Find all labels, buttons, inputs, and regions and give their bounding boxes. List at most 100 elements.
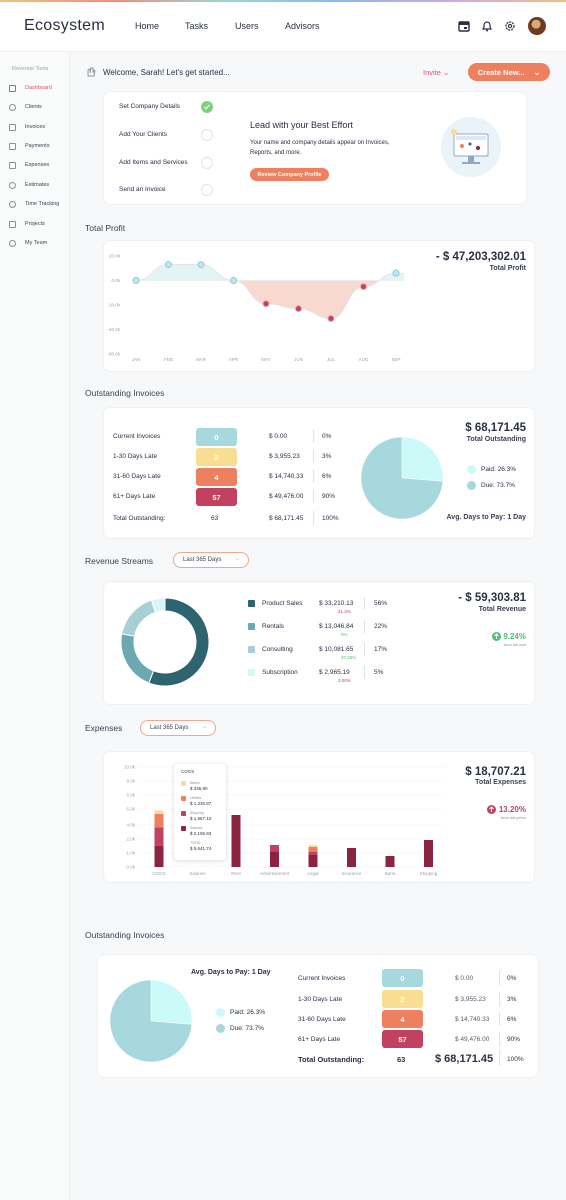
donut-slice-consulting[interactable]	[121, 599, 157, 637]
tooltip-row-label: TOTAL	[190, 841, 201, 845]
tooltip-row-value: $ 1,330.87	[190, 801, 212, 806]
sidebar-item-clients[interactable]: Clients	[9, 101, 42, 113]
monitor-illustration-icon	[441, 117, 501, 177]
review-company-profile-button[interactable]: Review Company Profile	[250, 168, 329, 181]
calendar-icon[interactable]	[457, 19, 471, 33]
bar-segment-utilities[interactable]	[308, 847, 318, 852]
bar-segment-salaries[interactable]	[385, 856, 395, 867]
profit-point[interactable]	[295, 305, 302, 313]
x-tick-label: JAN	[132, 357, 141, 362]
due-legend-swatch	[216, 1024, 225, 1033]
divider	[499, 1050, 500, 1066]
expenses-period-select[interactable]: Last 365 Days ⌄	[140, 720, 216, 736]
profit-point[interactable]	[165, 261, 172, 269]
x-tick-label: Advertisement	[260, 871, 290, 876]
profit-point[interactable]	[360, 283, 367, 291]
outstanding-invoices-title: Outstanding Invoices	[85, 388, 165, 398]
sidebar-item-payments[interactable]: Payments	[9, 140, 49, 152]
donut-slice-subscription[interactable]	[150, 597, 166, 614]
row-amount: $ 3,955.23	[269, 453, 300, 460]
estimates-icon	[9, 181, 16, 189]
chevron-down-icon: ⌄	[533, 67, 541, 77]
clock-icon	[9, 200, 16, 208]
nav-tasks[interactable]: Tasks	[185, 21, 209, 31]
y-tick-label: 0.0k	[111, 278, 120, 283]
bar-segment-salaries[interactable]	[424, 840, 433, 867]
tooltip-swatch	[181, 781, 186, 786]
expenses-title: Expenses	[85, 723, 123, 733]
onboarding-heading: Lead with your Best Effort	[250, 120, 353, 130]
series-pct: 5%	[374, 669, 384, 676]
revenue-streams-title: Revenue Streams	[85, 556, 154, 566]
profit-point[interactable]	[197, 261, 205, 269]
series-name: Subscription	[262, 669, 298, 676]
bar-segment-utilities[interactable]	[154, 813, 164, 828]
create-new-label: Create New...	[477, 67, 525, 77]
step-label[interactable]: Add Your Clients	[119, 131, 168, 138]
bar-segment-salaries[interactable]	[308, 855, 318, 867]
tooltip-row-label: Shipping	[190, 811, 204, 815]
step-label[interactable]: Add Items and Services	[119, 159, 188, 166]
nav-advisors[interactable]: Advisors	[285, 21, 320, 31]
pie-slice-paid[interactable]	[150, 979, 193, 1025]
nav-users[interactable]: Users	[235, 21, 259, 31]
sidebar-item-projects[interactable]: Projects	[9, 218, 45, 230]
donut-slice-product-sales[interactable]	[148, 597, 210, 687]
arrow-up-icon	[492, 632, 501, 641]
sidebar-item-expenses[interactable]: Expenses	[9, 159, 49, 171]
count-badge: 57	[196, 488, 237, 506]
revenue-period-select[interactable]: Last 365 Days ⌄	[173, 552, 249, 568]
step-label[interactable]: Send an Invoice	[119, 186, 166, 193]
avatar[interactable]	[528, 17, 546, 35]
row-pct: 6%	[322, 473, 332, 480]
pie-slice-paid[interactable]	[401, 436, 444, 482]
step-label[interactable]: Set Company Details	[119, 103, 181, 110]
bar-segment-salaries[interactable]	[154, 845, 164, 867]
sidebar-item-label: Projects	[25, 221, 45, 227]
sidebar-item-label: Payments	[25, 143, 50, 149]
sidebar-item-invoices[interactable]: Invoices	[9, 121, 45, 133]
series-delta: 3.00%	[338, 678, 351, 683]
bar-segment-admin[interactable]	[154, 810, 164, 814]
profit-point[interactable]	[132, 277, 140, 284]
create-new-button[interactable]: Create New... ⌄	[468, 63, 550, 81]
row-amount: $ 3,955.23	[455, 996, 486, 1003]
gear-icon[interactable]	[503, 19, 517, 33]
nav-home[interactable]: Home	[135, 21, 160, 31]
profit-point[interactable]	[262, 300, 270, 308]
profit-point[interactable]	[230, 277, 237, 284]
sidebar-item-dashboard[interactable]: Dashboard	[9, 82, 52, 94]
divider	[313, 449, 314, 463]
profit-point[interactable]	[327, 314, 335, 322]
pie-slice-due[interactable]	[109, 979, 193, 1063]
bell-icon[interactable]	[480, 19, 494, 33]
total-expenses-label: Total Expenses	[475, 779, 526, 786]
donut-slice-rentals[interactable]	[120, 633, 155, 684]
tooltip-swatch	[181, 811, 186, 816]
outstanding-total-label: Total Outstanding	[466, 436, 526, 443]
tooltip-row-label: Admin	[190, 781, 200, 785]
row-amount: $ 14,740.33	[455, 1016, 490, 1023]
sidebar-item-my-team[interactable]: My Team	[9, 237, 47, 249]
app-logo[interactable]: Ecosystem	[24, 17, 105, 34]
total-expenses-amount: $ 18,707.21	[465, 766, 526, 778]
bar-segment-salaries[interactable]	[231, 815, 241, 867]
sidebar-item-time-tracking[interactable]: Time Tracking	[9, 198, 59, 210]
bar-segment-admin[interactable]	[308, 845, 318, 847]
accent-strip	[0, 0, 566, 2]
step-check-icon	[201, 101, 213, 113]
invite-button[interactable]: Invite ⌄	[423, 68, 449, 77]
bar-segment-salaries[interactable]	[270, 852, 279, 867]
pie-slice-due[interactable]	[360, 436, 444, 520]
x-tick-label: Shipping	[420, 871, 438, 876]
bar-segment-salaries[interactable]	[347, 848, 356, 867]
total-revenue-amount: - $ 59,303.81	[458, 592, 526, 604]
onboarding-body: Your name and company details appear on …	[250, 140, 390, 146]
sidebar-item-estimates[interactable]: Estimates	[9, 179, 49, 191]
bar-segment-shipping[interactable]	[154, 827, 164, 846]
profit-point[interactable]	[392, 269, 400, 277]
count-badge: 57	[382, 1030, 423, 1048]
bar-segment-shipping[interactable]	[308, 852, 318, 855]
bar-segment-shipping[interactable]	[270, 845, 279, 852]
series-delta: 31.2%	[338, 609, 351, 614]
